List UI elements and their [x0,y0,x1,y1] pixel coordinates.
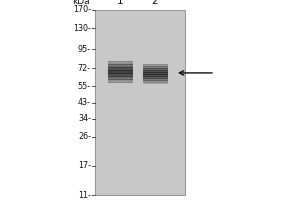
Bar [107,71,133,72]
Bar [107,65,133,66]
Bar [107,73,133,74]
Text: 43-: 43- [78,98,91,107]
Bar [142,82,167,83]
Bar [107,80,133,81]
Bar [107,66,133,67]
Text: 95-: 95- [78,45,91,54]
Text: 130-: 130- [73,24,91,33]
Bar [107,67,133,68]
Bar [107,61,133,62]
Bar [142,75,167,76]
Bar [107,82,133,83]
Bar [107,79,133,80]
Bar [142,70,167,71]
Bar [142,66,167,67]
Bar [142,70,167,71]
Bar [107,61,133,62]
Bar [142,72,167,73]
Bar [107,73,133,74]
Text: 72-: 72- [78,64,91,73]
Bar [142,69,167,70]
Bar [107,79,133,80]
Text: 11-: 11- [78,190,91,200]
Bar [107,78,133,79]
Bar [107,64,133,65]
Bar [142,74,167,75]
Bar [107,75,133,76]
Bar [142,72,167,73]
Bar [142,78,167,79]
Bar [107,76,133,77]
Bar [107,70,133,71]
Bar [107,68,133,69]
Text: 2: 2 [152,0,158,6]
Bar [142,80,167,81]
Bar [107,82,133,83]
Text: kDa: kDa [72,0,90,6]
Bar [95,10,185,195]
Bar [142,76,167,77]
Bar [142,76,167,77]
Text: 34-: 34- [78,114,91,123]
Bar [107,69,133,70]
Bar [142,83,167,84]
Bar [107,81,133,82]
Bar [142,65,167,66]
Bar [142,80,167,81]
Bar [107,70,133,71]
Bar [142,68,167,69]
Bar [142,71,167,72]
Bar [107,63,133,64]
Bar [142,66,167,67]
Bar [107,74,133,75]
Bar [142,78,167,79]
Bar [142,74,167,75]
Bar [142,68,167,69]
Bar [107,72,133,73]
Bar [142,64,167,65]
Bar [107,62,133,63]
Bar [142,82,167,83]
Bar [142,73,167,74]
Bar [107,77,133,78]
Bar [142,64,167,65]
Bar [142,79,167,80]
Text: 26-: 26- [78,132,91,141]
Text: 17-: 17- [78,161,91,170]
Bar [107,64,133,65]
Text: 55-: 55- [78,82,91,91]
Text: 1: 1 [117,0,123,6]
Bar [142,67,167,68]
Bar [142,77,167,78]
Bar [107,76,133,77]
Bar [142,81,167,82]
Text: 170-: 170- [73,5,91,15]
Bar [107,67,133,68]
